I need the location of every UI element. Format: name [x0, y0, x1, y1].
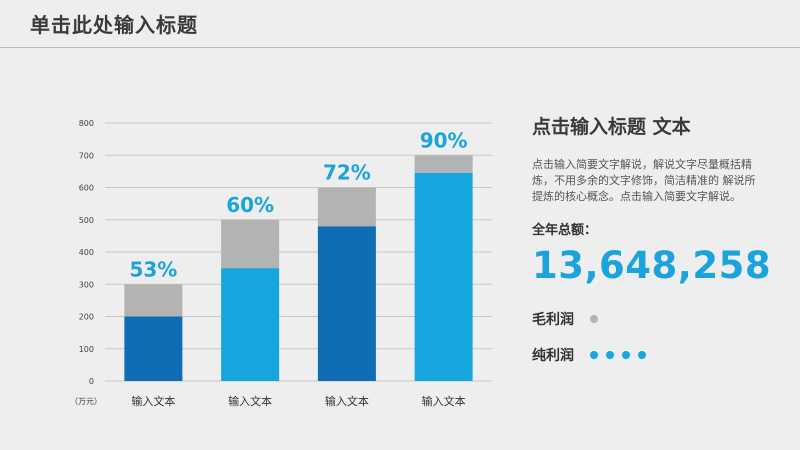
legend-dot — [622, 351, 630, 359]
legend-dot — [606, 351, 614, 359]
bar-segment-gross — [414, 155, 473, 173]
bar-segment-net — [221, 268, 280, 381]
header: 单击此处输入标题 — [0, 0, 800, 48]
bar-segment-net — [414, 172, 473, 381]
y-tick-label: 0 — [89, 377, 94, 386]
side-description: 点击输入简要文字解说，解说文字尽量概括精炼，不用多余的文字修饰，简洁精准的 解说… — [532, 158, 756, 203]
header-divider — [0, 47, 800, 48]
y-tick-label: 800 — [79, 119, 94, 128]
legend-label-net-profit: 纯利润 — [532, 348, 574, 364]
x-tick-label: 输入文本 — [131, 394, 175, 408]
y-tick-label: 500 — [79, 216, 94, 225]
data-label: 53% — [129, 257, 177, 281]
side-panel: 点击输入标题 文本 点击输入简要文字解说，解说文字尽量概括精炼，不用多余的文字修… — [532, 112, 782, 365]
y-tick-label: 200 — [79, 313, 94, 322]
total-label: 全年总额： — [532, 223, 598, 238]
y-tick-label: 100 — [79, 345, 94, 354]
x-tick-label: 输入文本 — [228, 394, 272, 408]
legend-net-profit: 纯利润 — [532, 345, 782, 365]
legend-dot — [590, 315, 598, 323]
bar-segment-gross — [124, 284, 183, 317]
bar-segment-net — [317, 226, 376, 381]
bar-chart: 0 100 200 300 400 500 600 700 800 （万元） 53% 输入文本 60% 输… — [70, 119, 492, 408]
legend-dot — [590, 351, 598, 359]
legend-gross-profit: 毛利润 — [532, 309, 782, 329]
legend-dots-net-profit — [590, 351, 654, 359]
side-title: 点击输入标题 文本 — [532, 116, 691, 138]
legend-dot — [638, 351, 646, 359]
bar-segment-gross — [221, 219, 280, 269]
page-title: 单击此处输入标题 — [30, 13, 198, 37]
legend-label-gross-profit: 毛利润 — [532, 312, 574, 328]
y-tick-label: 400 — [79, 248, 94, 257]
bar-segment-gross — [317, 187, 376, 227]
data-label: 60% — [226, 193, 274, 217]
data-label: 72% — [323, 161, 371, 185]
y-tick-label: 600 — [79, 184, 94, 193]
y-tick-label: 300 — [79, 280, 94, 289]
y-unit-label: （万元） — [70, 397, 102, 406]
bar-segment-net — [124, 316, 183, 381]
total-value: 13,648,258 — [532, 244, 772, 287]
data-label: 90% — [420, 128, 468, 152]
legend-dots-gross-profit — [590, 315, 606, 323]
x-tick-label: 输入文本 — [325, 394, 369, 408]
x-tick-label: 输入文本 — [422, 394, 466, 408]
y-tick-label: 700 — [79, 151, 94, 160]
